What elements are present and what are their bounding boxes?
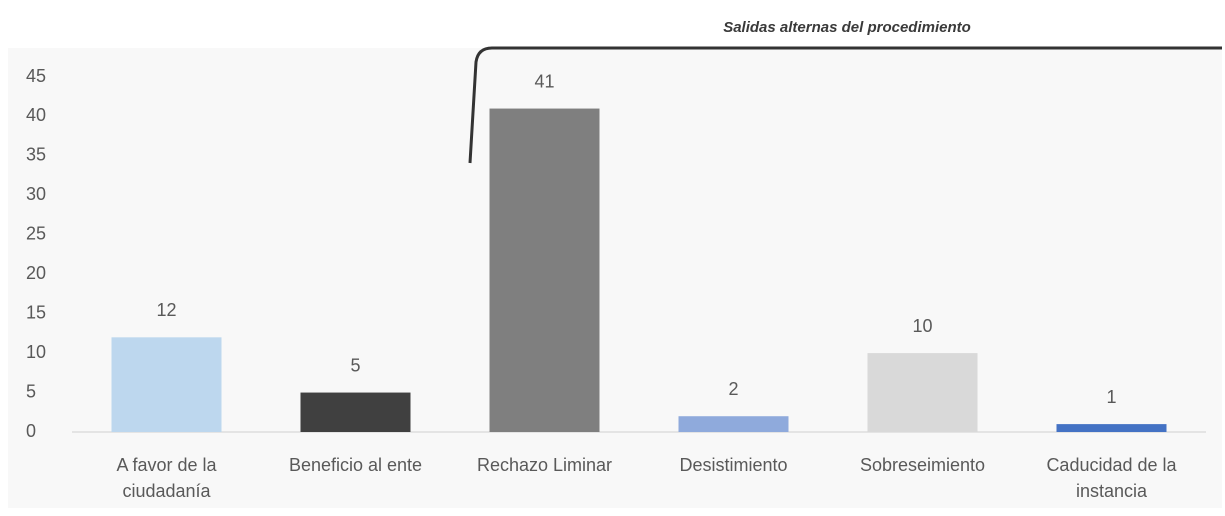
value-label: 2 — [728, 379, 738, 399]
y-tick-label: 15 — [26, 302, 46, 322]
value-label: 10 — [912, 316, 932, 336]
y-tick-label: 20 — [26, 263, 46, 283]
bar — [111, 337, 222, 432]
y-tick-label: 35 — [26, 145, 46, 165]
bar — [867, 353, 978, 432]
value-label: 5 — [350, 355, 360, 375]
x-tick-label: A favor de la ciudadanía — [116, 455, 217, 501]
x-tick-label: Desistimiento — [679, 455, 788, 475]
annotation: Salidas alternas del procedimiento — [723, 19, 971, 36]
y-tick-label: 45 — [26, 66, 46, 86]
value-label: 1 — [1106, 387, 1116, 407]
x-tick-label: Caducidad de la instancia — [1046, 455, 1177, 501]
y-tick-label: 0 — [26, 421, 36, 441]
bar — [300, 392, 411, 432]
y-tick-label: 10 — [26, 342, 46, 362]
value-label: 41 — [534, 71, 554, 91]
x-tick-label: Sobreseimiento — [859, 455, 986, 475]
y-tick-label: 30 — [26, 184, 46, 204]
bar — [678, 416, 789, 432]
chart-background — [8, 48, 1222, 508]
bracket — [468, 46, 1222, 164]
bar — [1056, 424, 1167, 432]
y-tick-label: 40 — [26, 105, 46, 125]
value-label: 12 — [156, 300, 176, 320]
y-tick-label: 25 — [26, 224, 46, 244]
x-tick-label: Rechazo Liminar — [476, 455, 613, 475]
bar — [489, 108, 600, 433]
y-tick-label: 5 — [26, 381, 36, 401]
x-tick-label: Beneficio al ente — [288, 455, 423, 475]
